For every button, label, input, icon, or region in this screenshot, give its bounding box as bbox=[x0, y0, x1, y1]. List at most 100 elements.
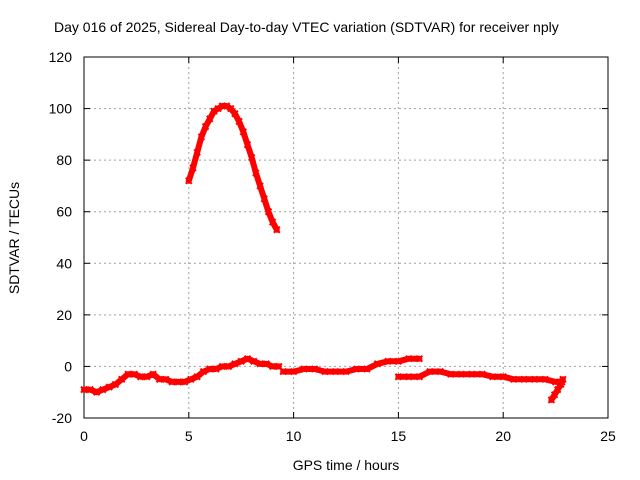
data-point bbox=[384, 357, 392, 365]
y-axis-label: SDTVAR / TECUs bbox=[6, 181, 22, 295]
data-point bbox=[243, 140, 252, 149]
data-point bbox=[206, 115, 214, 123]
data-point bbox=[363, 365, 371, 373]
data-point bbox=[415, 354, 424, 363]
y-tick-label: 100 bbox=[49, 101, 73, 117]
x-tick-label: 20 bbox=[495, 428, 511, 444]
data-point bbox=[405, 354, 413, 363]
data-point bbox=[310, 365, 319, 373]
series-band bbox=[185, 103, 280, 233]
data-point bbox=[193, 373, 201, 381]
data-point bbox=[342, 367, 350, 376]
data-point bbox=[189, 164, 197, 172]
data-point bbox=[426, 367, 434, 376]
x-axis-label: GPS time / hours bbox=[292, 457, 400, 473]
data-point bbox=[557, 380, 565, 389]
data-point bbox=[268, 362, 277, 371]
x-tick-label: 15 bbox=[391, 428, 407, 444]
y-tick-label: 0 bbox=[64, 358, 72, 374]
data-point bbox=[124, 370, 132, 378]
data-point bbox=[331, 367, 340, 376]
data-point bbox=[509, 375, 518, 384]
data-series-arc-low-4 bbox=[547, 375, 567, 404]
data-point bbox=[143, 373, 151, 381]
data-point bbox=[218, 362, 227, 371]
data-point bbox=[478, 370, 486, 378]
data-point bbox=[80, 385, 88, 394]
data-point bbox=[352, 365, 361, 373]
data-point bbox=[222, 102, 231, 110]
data-point bbox=[553, 385, 562, 394]
data-point bbox=[321, 367, 329, 376]
data-point bbox=[197, 133, 206, 141]
data-point bbox=[86, 385, 94, 394]
data-point bbox=[206, 365, 214, 373]
data-point bbox=[457, 370, 465, 378]
data-point bbox=[415, 373, 424, 381]
data-series-arc-low-3 bbox=[394, 367, 566, 386]
data-point bbox=[239, 128, 248, 136]
data-point bbox=[273, 226, 281, 234]
data-point bbox=[201, 122, 210, 131]
y-tick-label: -20 bbox=[52, 410, 72, 426]
data-point bbox=[105, 383, 113, 391]
data-point bbox=[199, 367, 208, 376]
data-point bbox=[394, 373, 403, 381]
data-point bbox=[155, 375, 164, 384]
data-point bbox=[520, 375, 528, 384]
data-point bbox=[405, 373, 413, 381]
data-point bbox=[210, 107, 218, 115]
data-point bbox=[551, 378, 560, 386]
data-point bbox=[92, 388, 101, 396]
data-point bbox=[489, 373, 497, 381]
y-tick-label: 60 bbox=[56, 204, 72, 220]
data-point bbox=[168, 378, 176, 386]
plot-frame bbox=[83, 56, 609, 419]
data-point bbox=[547, 396, 556, 404]
data-point bbox=[193, 148, 201, 157]
data-point bbox=[559, 375, 567, 384]
data-point bbox=[260, 195, 268, 203]
data-point bbox=[180, 378, 189, 386]
x-tick-label: 10 bbox=[286, 428, 302, 444]
data-series-arc-high bbox=[185, 102, 281, 234]
data-point bbox=[237, 357, 245, 365]
data-point bbox=[373, 360, 382, 368]
data-point bbox=[252, 169, 260, 177]
data-point bbox=[231, 360, 239, 368]
x-tick-label: 5 bbox=[185, 428, 193, 444]
data-point bbox=[224, 362, 233, 371]
data-point bbox=[256, 360, 264, 368]
data-point bbox=[250, 357, 258, 365]
data-point bbox=[550, 391, 559, 399]
data-point bbox=[394, 357, 403, 365]
data-point bbox=[447, 370, 455, 378]
data-point bbox=[468, 370, 476, 378]
data-point bbox=[149, 370, 157, 378]
data-point bbox=[499, 373, 507, 381]
data-point bbox=[185, 177, 193, 185]
data-point bbox=[436, 367, 445, 376]
chart-title: Day 016 of 2025, Sidereal Day-to-day VTE… bbox=[54, 19, 559, 35]
x-tick-label: 25 bbox=[600, 428, 616, 444]
data-point bbox=[212, 365, 220, 373]
data-point bbox=[214, 104, 222, 113]
y-tick-label: 120 bbox=[49, 49, 73, 65]
data-point bbox=[300, 365, 308, 373]
data-point bbox=[118, 375, 126, 384]
data-series-arc-low-1 bbox=[80, 354, 283, 396]
data-point bbox=[130, 370, 139, 378]
data-point bbox=[231, 110, 239, 118]
y-tick-label: 80 bbox=[56, 152, 72, 168]
data-point bbox=[289, 367, 298, 376]
data-point bbox=[262, 360, 271, 368]
data-point bbox=[530, 375, 539, 384]
data-point bbox=[279, 367, 287, 376]
x-tick-label: 0 bbox=[80, 428, 88, 444]
data-point bbox=[541, 375, 549, 384]
data-point bbox=[264, 208, 273, 216]
series-band bbox=[280, 355, 423, 375]
data-point bbox=[247, 153, 256, 162]
data-point bbox=[268, 218, 277, 226]
